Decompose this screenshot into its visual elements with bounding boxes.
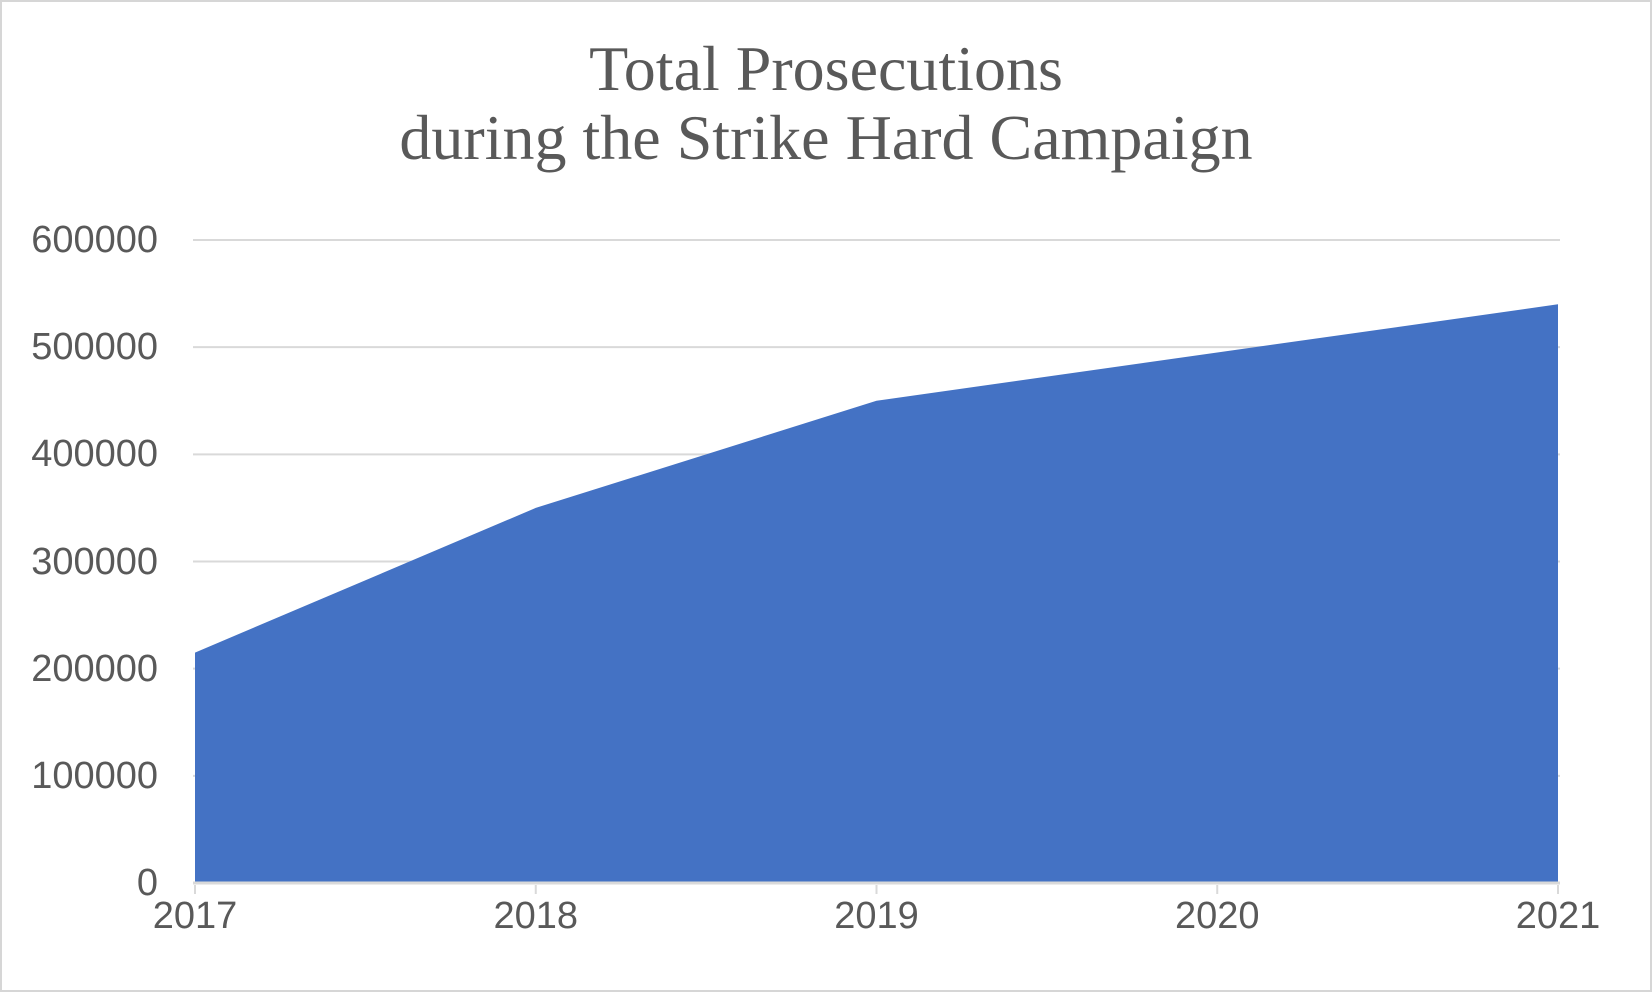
y-axis-tick-label: 0 bbox=[136, 862, 158, 904]
y-axis-tick-label: 600000 bbox=[31, 219, 158, 261]
x-axis-tick-label: 2021 bbox=[1515, 895, 1601, 937]
y-axis-tick-label: 300000 bbox=[31, 540, 158, 583]
y-axis-tick-label: 200000 bbox=[31, 647, 158, 690]
chart-title-line2: during the Strike Hard Campaign bbox=[399, 102, 1253, 173]
y-axis-tick-label: 400000 bbox=[31, 433, 158, 476]
y-axis-tick-label: 100000 bbox=[31, 754, 158, 797]
area-series bbox=[195, 304, 1558, 883]
x-axis-tick-label: 2019 bbox=[834, 895, 919, 937]
x-axis-tick-label: 2018 bbox=[493, 895, 579, 937]
chart-title-line1: Total Prosecutions bbox=[589, 33, 1063, 104]
x-axis-tick-label: 2020 bbox=[1174, 895, 1260, 937]
y-axis-tick-label: 500000 bbox=[31, 326, 158, 369]
x-axis-tick-label: 2017 bbox=[152, 895, 238, 937]
chart-title: Total Prosecutions during the Strike Har… bbox=[0, 34, 1652, 172]
